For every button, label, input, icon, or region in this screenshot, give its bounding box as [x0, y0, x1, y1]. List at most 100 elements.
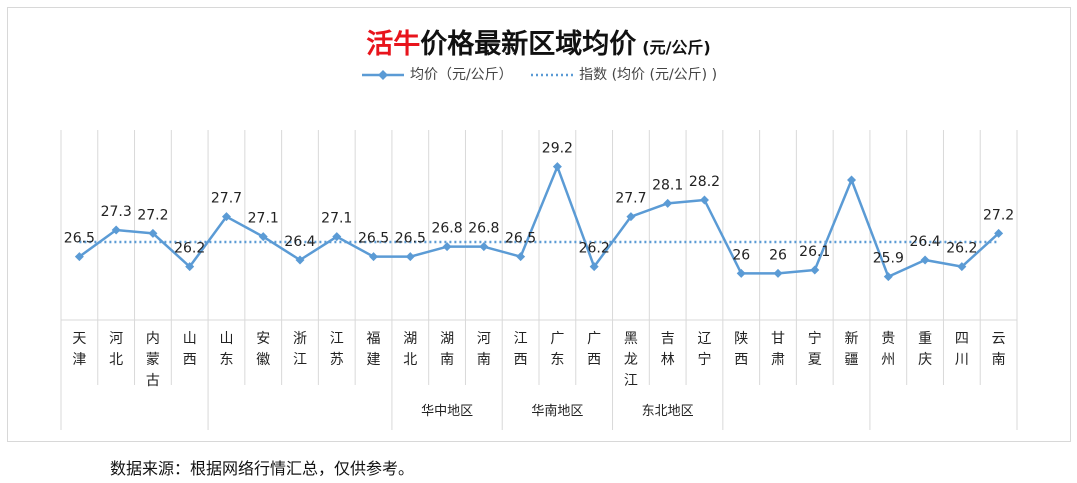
data-source-note: 数据来源：根据网络行情汇总，仅供参考。	[110, 459, 415, 478]
data-point	[295, 255, 305, 265]
x-tick-label: 黑	[624, 331, 638, 347]
data-point	[442, 242, 452, 252]
data-point	[185, 262, 195, 272]
x-tick-label: 东	[550, 352, 564, 368]
x-tick-label: 川	[955, 352, 969, 368]
data-label: 27.7	[615, 191, 646, 207]
data-label: 25.9	[873, 251, 904, 267]
data-point	[699, 195, 709, 205]
title-unit: (元/公斤)	[642, 38, 711, 57]
x-tick-label: 津	[72, 352, 86, 368]
legend-item-avg: 均价（元/公斤）	[360, 64, 513, 84]
x-tick-label: 西	[734, 352, 748, 368]
x-tick-label: 贵	[881, 331, 895, 347]
x-tick-label: 广	[587, 331, 601, 347]
x-tick-label: 重	[918, 331, 932, 347]
x-tick-label: 山	[219, 331, 233, 347]
data-point	[626, 212, 636, 222]
x-tick-label: 西	[587, 352, 601, 368]
data-point	[773, 268, 783, 278]
title-highlight: 活牛	[366, 29, 421, 60]
x-tick-label: 西	[514, 352, 528, 368]
data-point	[736, 268, 746, 278]
data-point	[111, 225, 121, 235]
data-point	[332, 232, 342, 242]
legend-label-avg: 均价（元/公斤）	[409, 67, 513, 83]
data-point	[883, 272, 893, 282]
region-label: 华中地区	[421, 404, 473, 419]
x-tick-label: 疆	[845, 352, 859, 368]
x-tick-label: 江	[330, 331, 344, 347]
x-tick-label: 河	[477, 331, 491, 347]
x-tick-label: 甘	[771, 331, 785, 347]
x-tick-label: 夏	[808, 352, 822, 368]
data-label: 26.1	[799, 244, 830, 260]
data-label: 26.4	[284, 234, 315, 250]
data-label: 28.1	[652, 177, 683, 193]
data-point	[589, 262, 599, 272]
data-point	[994, 228, 1004, 238]
data-label: 28.2	[689, 174, 720, 190]
data-label: 27.7	[211, 191, 242, 207]
x-tick-label: 江	[514, 331, 528, 347]
x-tick-label: 湖	[440, 331, 454, 347]
data-point	[663, 198, 673, 208]
legend: 均价（元/公斤） 指数 (均价 (元/公斤) )	[0, 64, 1077, 84]
data-label: 26.8	[431, 221, 462, 237]
x-tick-label: 南	[440, 352, 454, 368]
data-label: 26	[732, 247, 750, 263]
x-tick-label: 陕	[734, 331, 748, 347]
x-tick-label: 北	[109, 352, 123, 368]
x-tick-label: 浙	[293, 331, 307, 347]
x-tick-label: 吉	[661, 331, 675, 347]
data-label: 27.1	[321, 211, 352, 227]
x-tick-label: 林	[661, 352, 675, 368]
x-tick-label: 西	[183, 352, 197, 368]
title-main: 价格最新区域均价	[420, 29, 637, 60]
x-tick-label: 北	[403, 352, 417, 368]
chart-title: 活牛价格最新区域均价 (元/公斤)	[0, 22, 1077, 61]
region-label: 华南地区	[531, 403, 583, 419]
x-tick-label: 天	[72, 331, 86, 347]
x-tick-label: 河	[109, 331, 123, 347]
data-point	[810, 265, 820, 275]
x-tick-label: 山	[183, 331, 197, 347]
data-label: 26.8	[468, 221, 499, 237]
x-tick-label: 内	[146, 331, 160, 347]
x-tick-label: 四	[955, 331, 969, 347]
x-tick-label: 州	[881, 352, 895, 368]
legend-label-index: 指数 (均价 (元/公斤) )	[579, 67, 718, 83]
data-point	[74, 252, 84, 262]
data-point	[221, 212, 231, 222]
x-tick-label: 东	[219, 352, 233, 368]
data-point	[957, 262, 967, 272]
x-tick-label: 江	[293, 352, 307, 368]
data-label: 26.2	[579, 241, 610, 257]
data-label: 26.5	[395, 231, 426, 247]
x-tick-label: 安	[256, 331, 270, 347]
data-point	[369, 252, 379, 262]
x-tick-label: 宁	[697, 351, 711, 368]
x-tick-label: 新	[845, 331, 859, 347]
x-tick-label: 湖	[403, 331, 417, 347]
data-point	[516, 252, 526, 262]
data-point	[920, 255, 930, 265]
x-tick-label: 福	[367, 331, 381, 347]
data-label: 26.4	[909, 234, 940, 250]
data-label: 27.1	[248, 211, 279, 227]
x-tick-label: 云	[992, 331, 1006, 347]
data-label: 26.2	[174, 241, 205, 257]
data-label: 26.5	[64, 231, 95, 247]
x-tick-label: 肃	[771, 352, 785, 368]
data-label: 27.2	[137, 207, 168, 223]
data-label: 27.2	[983, 207, 1014, 223]
data-label: 27.3	[101, 204, 132, 220]
legend-line-marker-icon	[361, 70, 404, 80]
x-tick-label: 徽	[256, 352, 270, 368]
legend-dotted-line-icon	[531, 73, 574, 77]
x-tick-label: 广	[550, 331, 564, 347]
legend-item-index: 指数 (均价 (元/公斤) )	[529, 64, 717, 84]
x-tick-label: 江	[624, 373, 638, 389]
series-line-avg	[78, 165, 1000, 278]
